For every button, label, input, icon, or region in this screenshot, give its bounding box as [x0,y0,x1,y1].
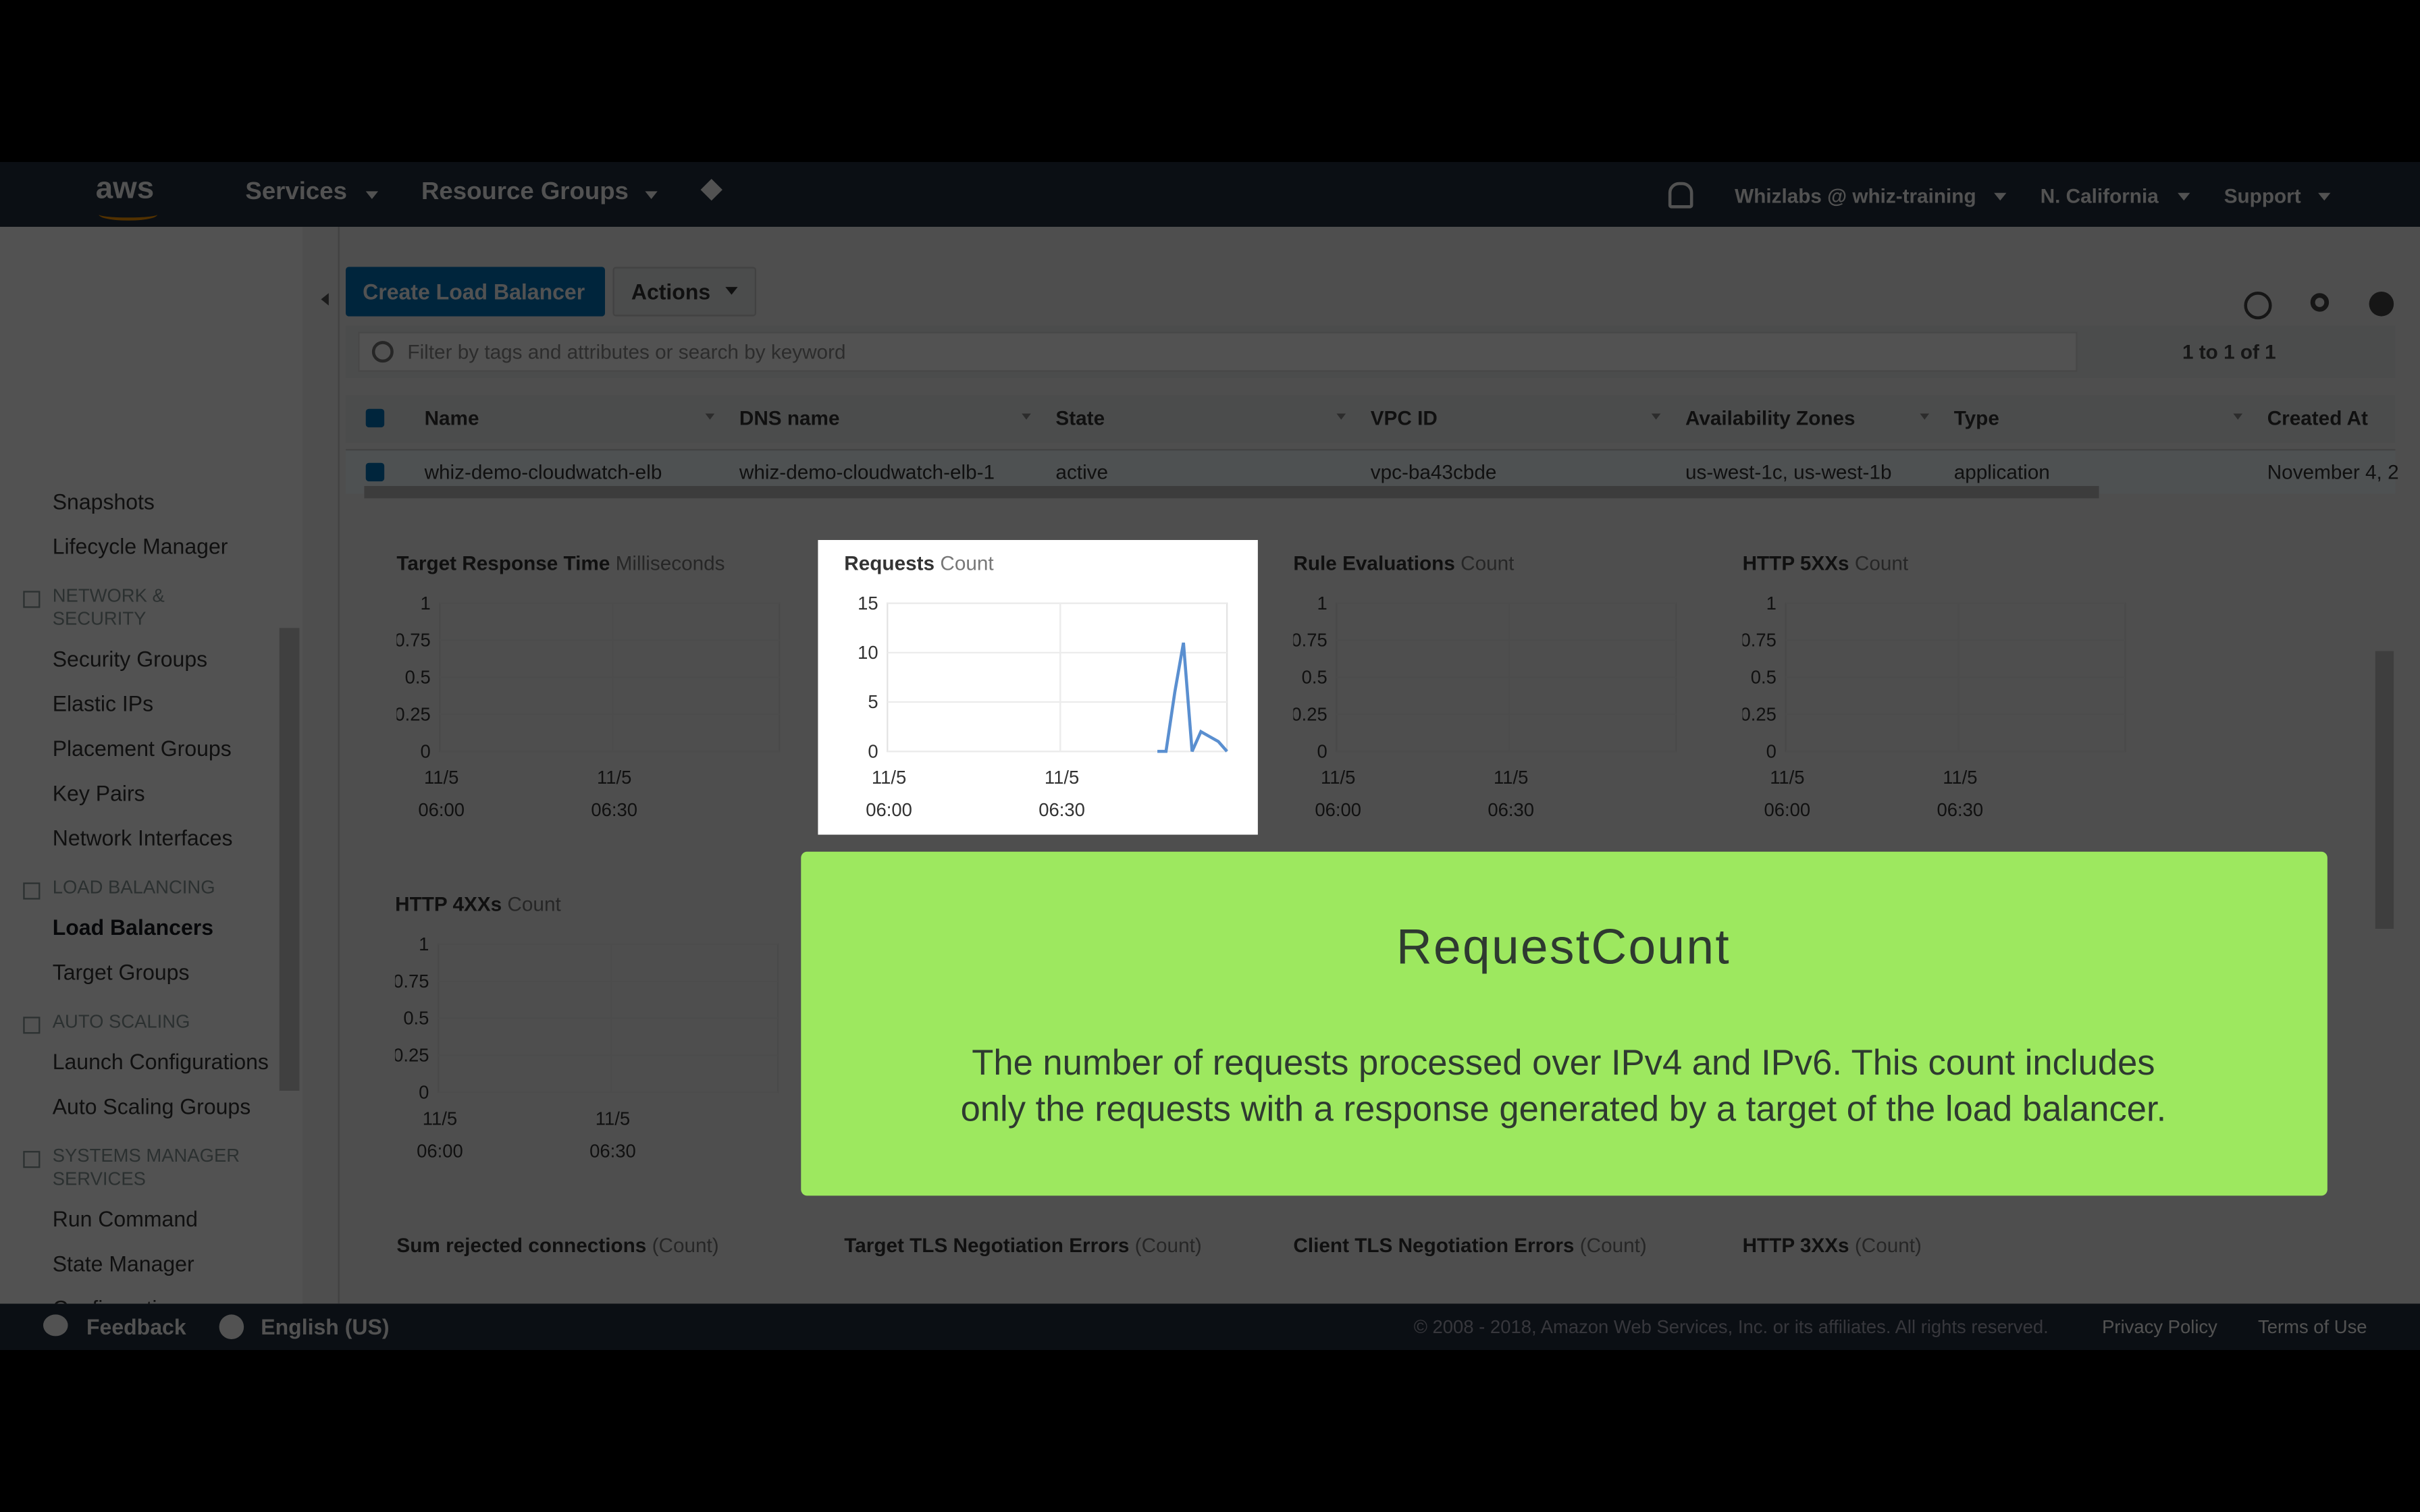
info-box: RequestCount The number of requests proce… [801,851,2327,1196]
chart-title: Requests Count [844,551,993,574]
chart-unit: Count [940,551,994,575]
chart-title-text: Requests [844,551,935,575]
y-tick-label: 5 [868,691,878,712]
highlight-card: Requests Count 0 5 10 15 11/5 06:00 11/5 06:30 [818,539,1258,835]
metric-chart: Requests Count 0 5 10 15 11/5 06:00 11/5 06:30 [844,551,1261,840]
data-line [1157,642,1228,753]
info-title: RequestCount [1396,919,1731,975]
x-tick-date: 11/5 [1045,767,1079,788]
info-text: The number of requests processed over IP… [972,1042,2155,1083]
x-tick-time: 06:30 [1038,799,1085,820]
chart-plot: 0 5 10 15 11/5 06:00 11/5 06:30 [858,593,1228,820]
info-text: only the requests with a response genera… [960,1088,2167,1129]
x-tick-date: 11/5 [872,767,906,788]
y-tick-label: 0 [868,740,878,761]
y-tick-label: 15 [858,593,878,614]
y-tick-label: 10 [858,642,878,663]
x-tick-time: 06:00 [866,799,912,820]
